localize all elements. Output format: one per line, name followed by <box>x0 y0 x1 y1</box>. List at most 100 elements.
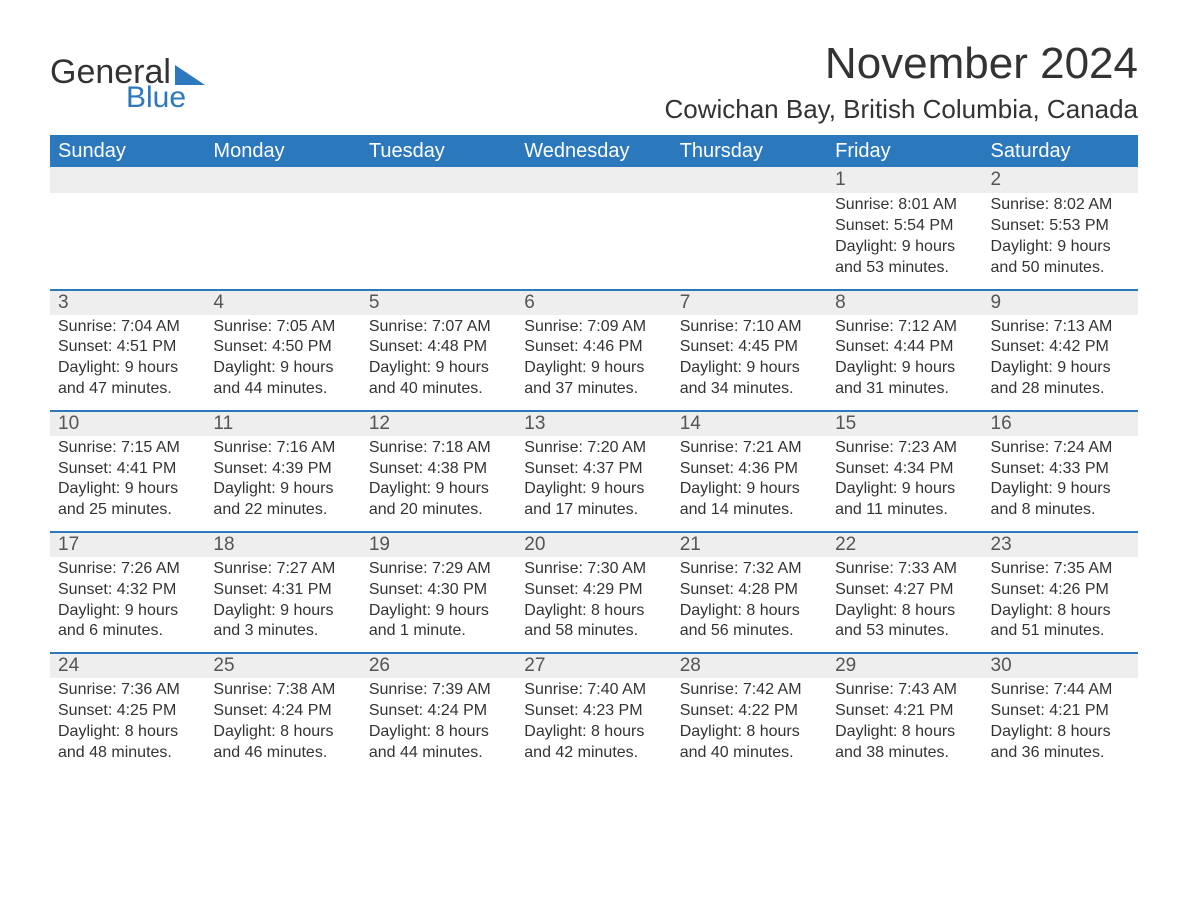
daylight-text: and 51 minutes. <box>991 621 1130 642</box>
daylight-text: and 47 minutes. <box>58 379 197 400</box>
day-cell: Sunrise: 7:32 AMSunset: 4:28 PMDaylight:… <box>672 559 827 642</box>
day-cell: Sunrise: 7:43 AMSunset: 4:21 PMDaylight:… <box>827 680 982 763</box>
daylight-text: Daylight: 9 hours <box>524 479 663 500</box>
week-row: 17181920212223Sunrise: 7:26 AMSunset: 4:… <box>50 531 1138 652</box>
day-number: 10 <box>50 413 205 435</box>
day-cell: Sunrise: 7:15 AMSunset: 4:41 PMDaylight:… <box>50 438 205 521</box>
day-cell: Sunrise: 8:02 AMSunset: 5:53 PMDaylight:… <box>983 195 1138 278</box>
day-cell: Sunrise: 7:05 AMSunset: 4:50 PMDaylight:… <box>205 317 360 400</box>
day-header-sun: Sunday <box>50 140 205 163</box>
day-cell: Sunrise: 7:40 AMSunset: 4:23 PMDaylight:… <box>516 680 671 763</box>
sunrise-text: Sunrise: 7:38 AM <box>213 680 352 701</box>
day-header-wed: Wednesday <box>516 140 671 163</box>
sunrise-text: Sunrise: 7:40 AM <box>524 680 663 701</box>
sunrise-text: Sunrise: 7:33 AM <box>835 559 974 580</box>
daylight-text: and 28 minutes. <box>991 379 1130 400</box>
title-month: November 2024 <box>50 40 1138 88</box>
logo: General Blue <box>50 55 209 113</box>
day-cell: Sunrise: 7:30 AMSunset: 4:29 PMDaylight:… <box>516 559 671 642</box>
daylight-text: Daylight: 9 hours <box>58 601 197 622</box>
sunrise-text: Sunrise: 7:29 AM <box>369 559 508 580</box>
sunrise-text: Sunrise: 7:15 AM <box>58 438 197 459</box>
day-number: 5 <box>361 292 516 314</box>
daylight-text: and 42 minutes. <box>524 743 663 764</box>
daylight-text: and 48 minutes. <box>58 743 197 764</box>
daylight-text: and 25 minutes. <box>58 500 197 521</box>
daylight-text: Daylight: 8 hours <box>835 722 974 743</box>
day-number: 23 <box>983 534 1138 556</box>
day-number: 2 <box>983 169 1138 191</box>
daylight-text: and 46 minutes. <box>213 743 352 764</box>
daylight-text: and 40 minutes. <box>369 379 508 400</box>
sunset-text: Sunset: 4:48 PM <box>369 337 508 358</box>
daylight-text: Daylight: 9 hours <box>524 358 663 379</box>
day-number: 27 <box>516 655 671 677</box>
sunrise-text: Sunrise: 7:09 AM <box>524 317 663 338</box>
sunrise-text: Sunrise: 7:26 AM <box>58 559 197 580</box>
sunrise-text: Sunrise: 7:44 AM <box>991 680 1130 701</box>
sunset-text: Sunset: 4:50 PM <box>213 337 352 358</box>
day-header-mon: Monday <box>205 140 360 163</box>
day-cell: Sunrise: 7:23 AMSunset: 4:34 PMDaylight:… <box>827 438 982 521</box>
sunset-text: Sunset: 4:26 PM <box>991 580 1130 601</box>
day-cell <box>672 195 827 278</box>
day-number: 20 <box>516 534 671 556</box>
day-cell: Sunrise: 8:01 AMSunset: 5:54 PMDaylight:… <box>827 195 982 278</box>
daylight-text: and 22 minutes. <box>213 500 352 521</box>
day-body-row: Sunrise: 7:04 AMSunset: 4:51 PMDaylight:… <box>50 315 1138 410</box>
day-number: 1 <box>827 169 982 191</box>
day-number: 29 <box>827 655 982 677</box>
daylight-text: and 53 minutes. <box>835 258 974 279</box>
day-body-row: Sunrise: 7:36 AMSunset: 4:25 PMDaylight:… <box>50 678 1138 773</box>
daylight-text: and 1 minute. <box>369 621 508 642</box>
calendar-page: General Blue November 2024 Cowichan Bay,… <box>0 0 1188 918</box>
day-body-row: Sunrise: 8:01 AMSunset: 5:54 PMDaylight:… <box>50 193 1138 288</box>
day-cell: Sunrise: 7:13 AMSunset: 4:42 PMDaylight:… <box>983 317 1138 400</box>
sunrise-text: Sunrise: 7:27 AM <box>213 559 352 580</box>
day-cell: Sunrise: 7:04 AMSunset: 4:51 PMDaylight:… <box>50 317 205 400</box>
sunset-text: Sunset: 4:27 PM <box>835 580 974 601</box>
daylight-text: and 34 minutes. <box>680 379 819 400</box>
daylight-text: and 37 minutes. <box>524 379 663 400</box>
day-number: 18 <box>205 534 360 556</box>
sunset-text: Sunset: 4:24 PM <box>213 701 352 722</box>
calendar-weeks: 12Sunrise: 8:01 AMSunset: 5:54 PMDayligh… <box>50 167 1138 773</box>
week-row: 12Sunrise: 8:01 AMSunset: 5:54 PMDayligh… <box>50 167 1138 288</box>
day-number: 12 <box>361 413 516 435</box>
day-number: 22 <box>827 534 982 556</box>
daylight-text: Daylight: 9 hours <box>213 601 352 622</box>
daylight-text: and 17 minutes. <box>524 500 663 521</box>
day-cell: Sunrise: 7:16 AMSunset: 4:39 PMDaylight:… <box>205 438 360 521</box>
daylight-text: Daylight: 8 hours <box>680 601 819 622</box>
day-cell: Sunrise: 7:21 AMSunset: 4:36 PMDaylight:… <box>672 438 827 521</box>
day-number: 15 <box>827 413 982 435</box>
daylight-text: Daylight: 9 hours <box>58 479 197 500</box>
sunrise-text: Sunrise: 7:07 AM <box>369 317 508 338</box>
day-number: 4 <box>205 292 360 314</box>
day-cell <box>205 195 360 278</box>
daylight-text: Daylight: 9 hours <box>213 358 352 379</box>
daylight-text: Daylight: 9 hours <box>835 237 974 258</box>
daylight-text: Daylight: 8 hours <box>991 722 1130 743</box>
daylight-text: Daylight: 9 hours <box>991 237 1130 258</box>
sunset-text: Sunset: 4:51 PM <box>58 337 197 358</box>
daylight-text: Daylight: 8 hours <box>835 601 974 622</box>
daylight-text: and 56 minutes. <box>680 621 819 642</box>
sunrise-text: Sunrise: 7:10 AM <box>680 317 819 338</box>
daylight-text: and 58 minutes. <box>524 621 663 642</box>
week-row: 24252627282930Sunrise: 7:36 AMSunset: 4:… <box>50 652 1138 773</box>
day-body-row: Sunrise: 7:26 AMSunset: 4:32 PMDaylight:… <box>50 557 1138 652</box>
day-header-tue: Tuesday <box>361 140 516 163</box>
sunset-text: Sunset: 4:23 PM <box>524 701 663 722</box>
day-cell <box>516 195 671 278</box>
daylight-text: Daylight: 8 hours <box>524 601 663 622</box>
sunset-text: Sunset: 4:36 PM <box>680 459 819 480</box>
day-number: 13 <box>516 413 671 435</box>
day-cell: Sunrise: 7:33 AMSunset: 4:27 PMDaylight:… <box>827 559 982 642</box>
day-number-strip: 24252627282930 <box>50 652 1138 678</box>
day-cell: Sunrise: 7:27 AMSunset: 4:31 PMDaylight:… <box>205 559 360 642</box>
day-number: 21 <box>672 534 827 556</box>
daylight-text: and 8 minutes. <box>991 500 1130 521</box>
day-cell: Sunrise: 7:20 AMSunset: 4:37 PMDaylight:… <box>516 438 671 521</box>
daylight-text: and 14 minutes. <box>680 500 819 521</box>
